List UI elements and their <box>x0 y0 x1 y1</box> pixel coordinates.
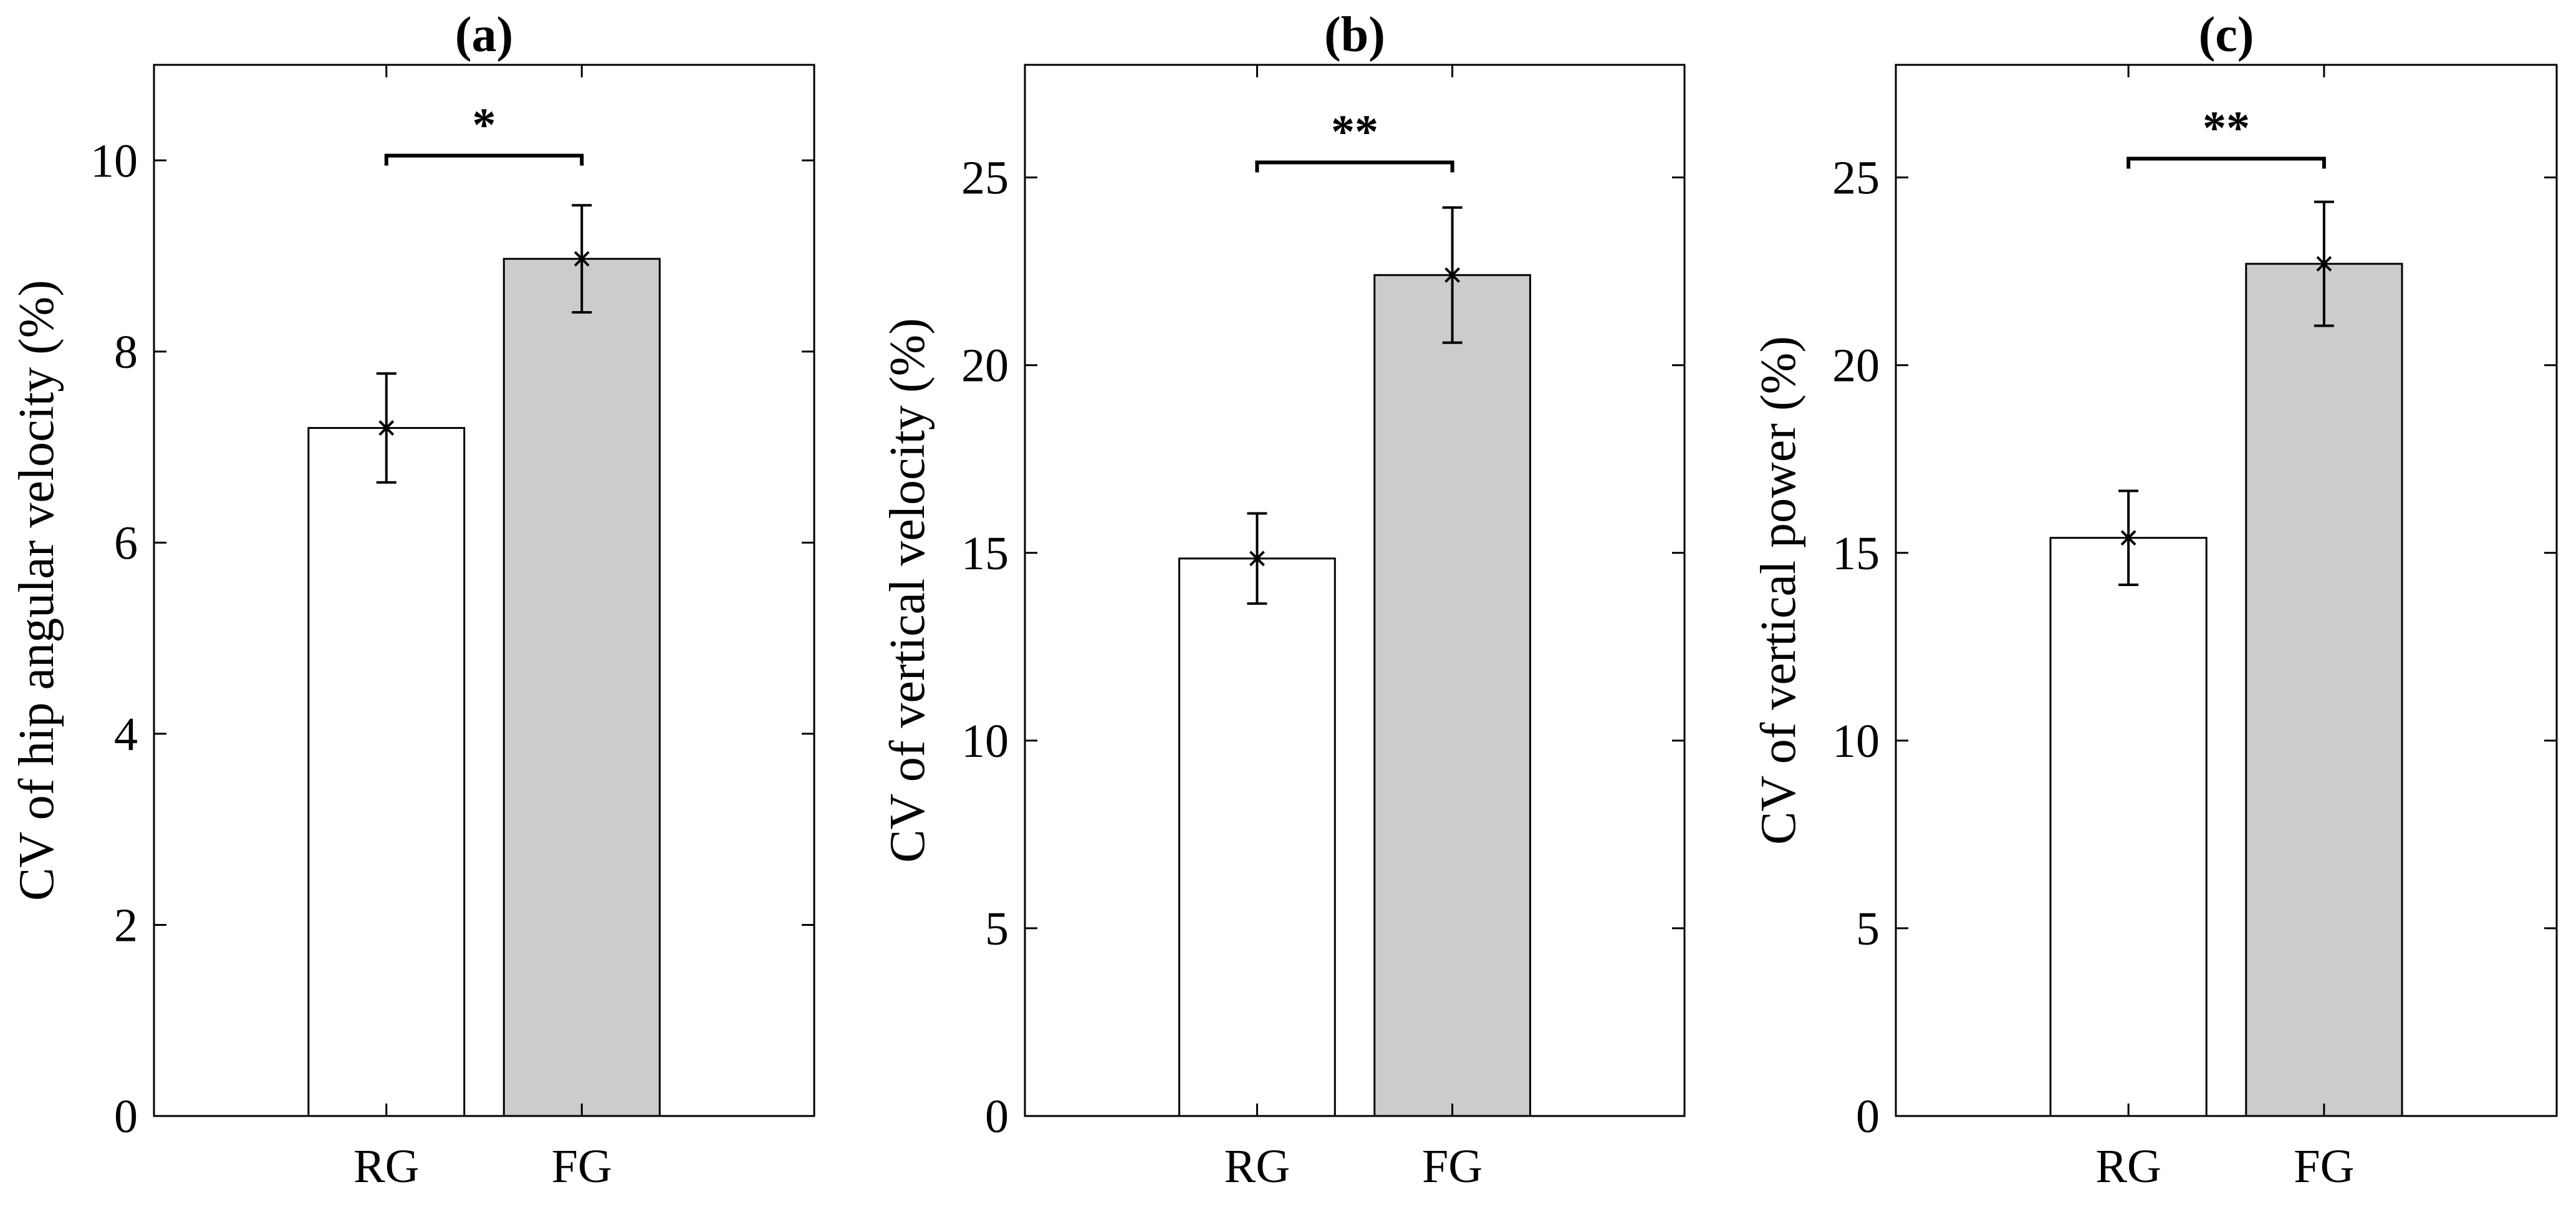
axes-box <box>1895 64 2558 1117</box>
y-tick-label: 25 <box>961 152 1009 204</box>
y-tick-label: 5 <box>985 903 1009 955</box>
y-tick-label: 4 <box>114 708 138 761</box>
bar-fg <box>1373 274 1531 1117</box>
x-tick-label-fg: FG <box>1422 1140 1483 1193</box>
axes-box <box>1024 64 1686 1117</box>
panel-title: (a) <box>455 7 513 62</box>
bar-fg <box>2245 262 2403 1117</box>
y-axis-title: CV of vertical power (%) <box>1751 336 1806 845</box>
panel-title: (c) <box>2199 7 2254 62</box>
y-tick-label: 2 <box>114 899 138 951</box>
significance-label: * <box>473 99 496 152</box>
y-axis-title: CV of vertical velocity (%) <box>880 318 935 863</box>
chart-panel-2: 0 5 10 15 20 25 RG FG ** (b) CV of vertical veloci… <box>880 7 1686 1193</box>
y-tick-label: 8 <box>114 326 138 378</box>
mean-marker-rg <box>378 420 395 436</box>
x-tick-label-rg: RG <box>1224 1140 1290 1193</box>
y-tick-label: 15 <box>961 527 1009 580</box>
panel-title: (b) <box>1324 7 1385 62</box>
y-tick-label: 20 <box>1832 340 1880 392</box>
bar-rg <box>1178 557 1336 1117</box>
y-axis-title: CV of hip angular velocity (%) <box>9 280 64 901</box>
y-tick-label: 10 <box>90 135 138 187</box>
mean-marker-fg <box>574 251 590 267</box>
significance-bracket <box>384 153 584 166</box>
x-tick-label-rg: RG <box>353 1140 420 1193</box>
bar-rg <box>307 426 466 1117</box>
y-tick-label: 0 <box>985 1090 1009 1143</box>
y-tick-label: 5 <box>1856 903 1880 955</box>
significance-bracket <box>2127 156 2326 169</box>
y-tick-label: 0 <box>1856 1090 1880 1143</box>
significance-label: ** <box>1331 106 1378 158</box>
x-tick-label-fg: FG <box>2294 1140 2354 1193</box>
y-tick-label: 25 <box>1832 152 1880 204</box>
significance-label: ** <box>2203 102 2250 155</box>
x-tick-label-fg: FG <box>552 1140 612 1193</box>
y-tick-label: 10 <box>1832 715 1880 767</box>
chart-panel-3: 0 5 10 15 20 25 RG FG ** (c) CV of vertical power … <box>1751 7 2558 1193</box>
y-tick-label: 6 <box>114 517 138 569</box>
chart-panel-1: 0 2 4 6 8 10 RG FG * (a) CV of hip angular velocit… <box>9 7 815 1193</box>
y-tick-label: 10 <box>961 715 1009 767</box>
mean-marker-fg <box>2316 256 2332 272</box>
y-tick-label: 20 <box>961 340 1009 392</box>
significance-bracket <box>1255 160 1454 173</box>
bar-fg <box>502 257 661 1117</box>
mean-marker-rg <box>1249 551 1265 567</box>
mean-marker-rg <box>2120 530 2136 546</box>
bar-rg <box>2049 537 2208 1117</box>
y-tick-label: 15 <box>1832 527 1880 580</box>
axes-box <box>153 64 815 1117</box>
y-tick-label: 0 <box>114 1090 138 1143</box>
mean-marker-fg <box>1444 267 1460 283</box>
x-tick-label-rg: RG <box>2095 1140 2161 1193</box>
